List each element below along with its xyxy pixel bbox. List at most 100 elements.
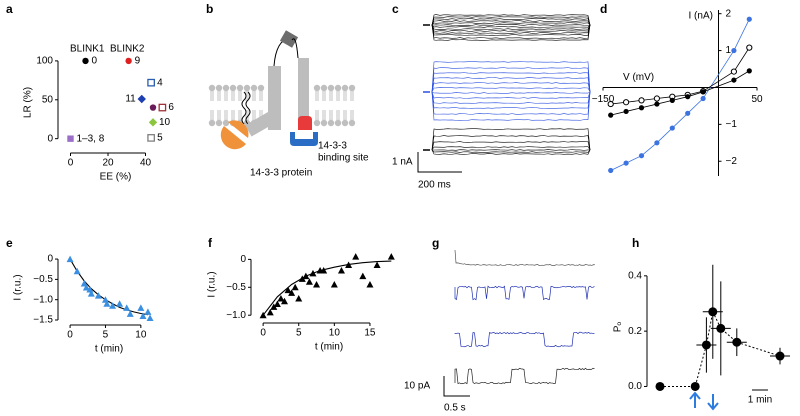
fit-curve xyxy=(69,258,149,316)
channel-traces xyxy=(454,249,595,385)
panel-label: f xyxy=(208,236,213,250)
point xyxy=(149,104,157,111)
lipid-anchor xyxy=(241,91,247,125)
annotation: BLINK1 xyxy=(70,44,105,55)
panel-label: g xyxy=(432,236,439,250)
panel-label: a xyxy=(6,2,13,16)
scale-bar xyxy=(417,152,462,173)
y-tick-label: 0 xyxy=(47,133,53,144)
lipid-head xyxy=(320,84,328,92)
y-tick-label: −1.5 xyxy=(33,315,53,326)
linker xyxy=(291,38,299,59)
diagram-label: 14-3-3 xyxy=(318,141,347,152)
trace xyxy=(431,67,591,93)
point xyxy=(148,118,158,127)
y-tick-label: −0.5 xyxy=(226,282,246,293)
panel-label: c xyxy=(392,2,399,16)
y-tick-label: 0.4 xyxy=(628,270,642,281)
panel-label: h xyxy=(632,236,639,250)
helix xyxy=(298,58,309,130)
lipid-head xyxy=(341,84,349,92)
point xyxy=(139,312,147,319)
lipid-head xyxy=(257,84,265,92)
trace xyxy=(431,141,591,151)
point-label: 10 xyxy=(159,117,171,128)
x-axis-label: t (min) xyxy=(315,342,343,353)
point xyxy=(746,68,752,74)
trace xyxy=(431,91,591,121)
lipid-head xyxy=(313,119,321,127)
trace xyxy=(432,24,591,26)
lipid-head xyxy=(208,84,216,92)
y-tick-label: 0.2 xyxy=(628,326,642,337)
lipid-anchor xyxy=(245,91,251,125)
point xyxy=(82,284,90,291)
scale-bar xyxy=(443,376,470,397)
lipid-head xyxy=(334,84,342,92)
point xyxy=(146,314,154,321)
lipid-head xyxy=(327,84,335,92)
lipid-head xyxy=(229,84,237,92)
y-axis-label: Pₒ xyxy=(613,322,624,333)
point xyxy=(137,304,145,311)
y-tick-label: −1 xyxy=(726,119,738,130)
domain xyxy=(245,110,278,137)
trace xyxy=(431,82,591,93)
point xyxy=(295,294,303,302)
x-tick-label: 10 xyxy=(329,328,341,339)
diagram-label: binding site xyxy=(318,153,369,164)
point xyxy=(701,340,711,350)
lipid-head xyxy=(215,119,223,127)
trace xyxy=(431,14,591,26)
y-tick-label: −1.0 xyxy=(226,310,246,321)
point xyxy=(280,297,288,305)
point xyxy=(144,308,152,315)
point-label: 4 xyxy=(157,77,163,88)
trace xyxy=(431,149,591,155)
point xyxy=(158,103,167,112)
trace xyxy=(431,149,591,153)
point xyxy=(708,307,718,317)
lipid-head xyxy=(215,84,223,92)
trace xyxy=(431,20,591,26)
point xyxy=(73,267,81,275)
point xyxy=(608,112,614,118)
point xyxy=(685,94,691,100)
trace xyxy=(431,24,591,41)
lov-domain xyxy=(279,30,299,48)
point xyxy=(700,89,706,95)
annotation: BLINK2 xyxy=(110,44,145,55)
y-axis-label: I (nA) xyxy=(689,11,713,22)
point xyxy=(638,97,645,104)
y-axis-label: LR (%) xyxy=(23,87,34,118)
point-label: 1–3, 8 xyxy=(77,133,105,144)
point xyxy=(653,95,661,102)
lipid-head xyxy=(222,84,230,92)
trace xyxy=(431,77,591,93)
point xyxy=(730,68,738,75)
scale-label: 200 ms xyxy=(418,180,451,191)
lipid-head xyxy=(250,84,258,92)
x-axis-label: t (min) xyxy=(95,344,123,355)
point xyxy=(126,310,134,317)
point xyxy=(259,311,267,319)
point xyxy=(273,300,281,308)
scale-label: 1 min xyxy=(748,395,772,406)
y-tick-label: 0 xyxy=(240,254,246,265)
fit-curve xyxy=(262,260,392,316)
trace xyxy=(431,16,591,26)
lipid-head xyxy=(243,84,251,92)
point xyxy=(731,77,737,83)
panel-label: d xyxy=(600,2,607,16)
light-on-arrow xyxy=(689,391,701,408)
y-tick-label: 0 xyxy=(47,254,53,265)
x-tick-label: 20 xyxy=(102,158,114,169)
binding-site xyxy=(298,116,312,130)
current-traces xyxy=(423,14,591,155)
point xyxy=(330,281,338,288)
trace xyxy=(431,61,591,93)
point xyxy=(266,308,274,316)
y-tick-label: −1.0 xyxy=(33,294,53,305)
scale-label: 1 nA xyxy=(392,157,413,168)
